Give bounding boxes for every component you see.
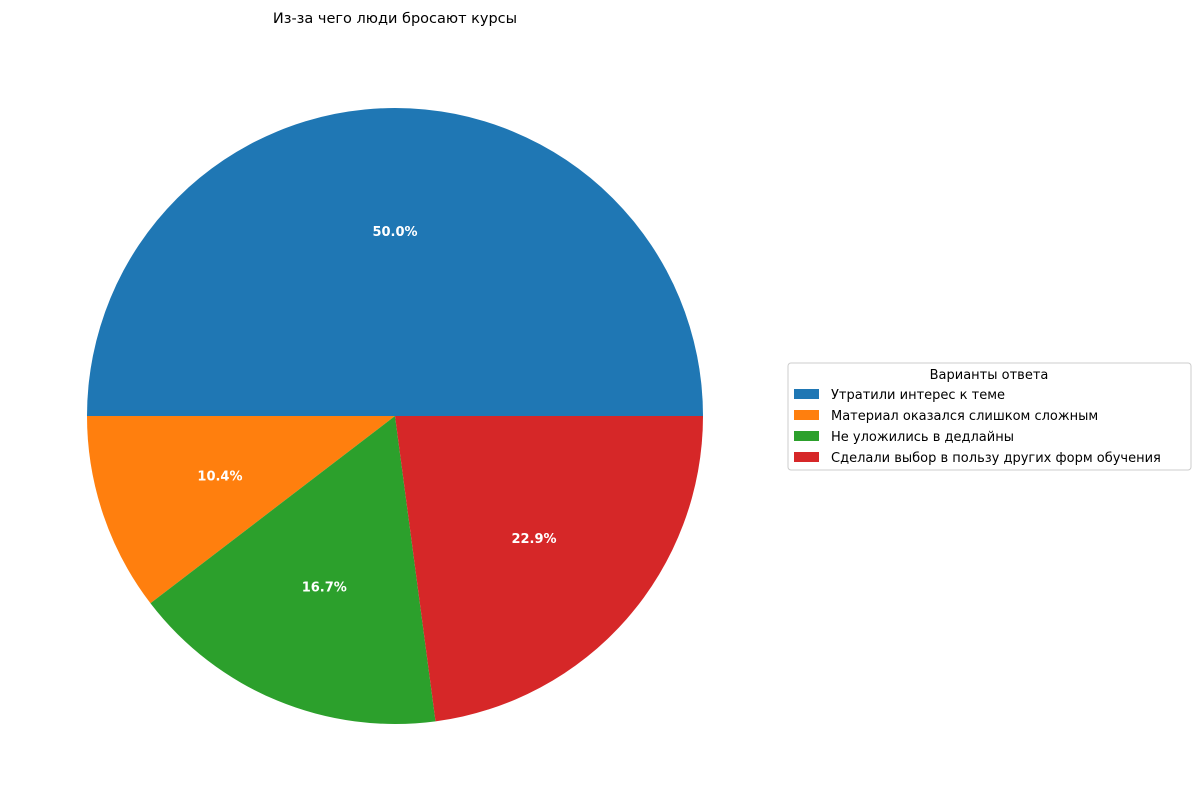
legend-box <box>787 362 1192 471</box>
pie-percent-label-3: 16.7% <box>302 581 347 596</box>
pie-percent-label-1: 50.0% <box>372 225 417 240</box>
legend-swatch-3 <box>794 431 819 441</box>
chart-title: Из-за чего люди бросают курсы <box>273 11 517 27</box>
legend-label-1: Утратили интерес к теме <box>831 388 1005 403</box>
pie-slice-3 <box>150 416 436 724</box>
legend-label-4: Сделали выбор в пользу других форм обуче… <box>831 451 1161 466</box>
pie-percent-label-2: 10.4% <box>197 469 242 484</box>
pie-percent-label-4: 22.9% <box>511 532 556 547</box>
legend-swatch-2 <box>794 410 819 420</box>
legend: Варианты ответа Утратили интерес к теме М… <box>787 362 1192 471</box>
pie-percent-labels: 50.0% 10.4% 16.7% 22.9% <box>197 225 556 596</box>
legend-swatch-1 <box>794 389 819 399</box>
pie-slice-4 <box>395 416 703 722</box>
pie-slice-2 <box>87 416 395 604</box>
legend-label-3: Не уложились в дедлайны <box>831 430 1014 445</box>
pie-slice-1 <box>87 108 703 416</box>
legend-items: Утратили интерес к теме Материал оказался… <box>794 388 1161 466</box>
legend-title: Варианты ответа <box>930 368 1049 383</box>
legend-label-2: Материал оказался слишком сложным <box>831 409 1098 424</box>
pie-slices <box>87 108 703 724</box>
legend-swatch-4 <box>794 452 819 462</box>
